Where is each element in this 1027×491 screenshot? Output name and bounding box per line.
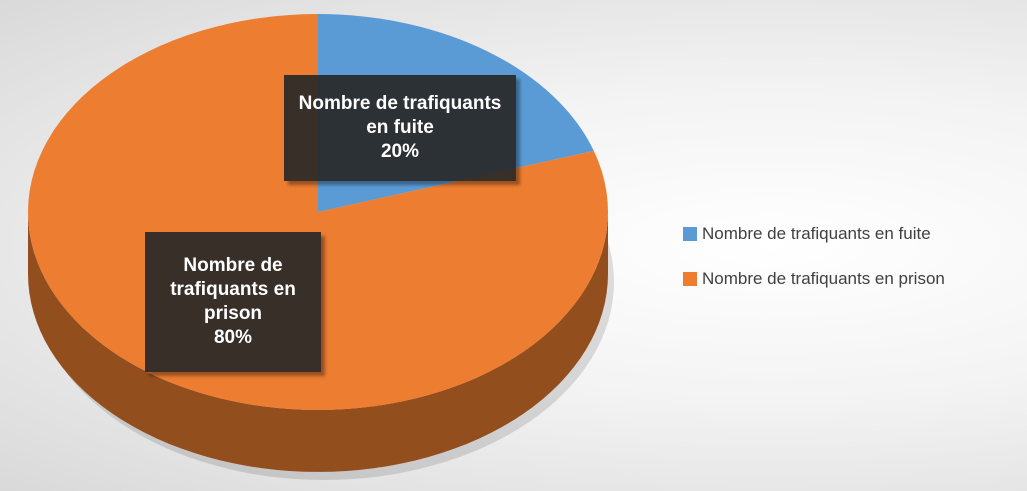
legend-label: Nombre de trafiquants en fuite <box>702 224 931 243</box>
slice-side <box>28 212 608 472</box>
legend-swatch <box>683 272 697 286</box>
data-label-category: Nombre de trafiquants en fuite <box>298 93 502 138</box>
data-label-value: 80% <box>213 327 253 348</box>
data-label: Nombre de trafiquants en fuite 20% <box>284 75 516 181</box>
data-label-value: 20% <box>380 141 420 162</box>
data-label: Nombre de trafiquants en prison 80% <box>145 232 321 372</box>
legend-entry: Nombre de trafiquants en prison <box>683 269 945 289</box>
data-label-category: Nombre de trafiquants en prison <box>170 255 296 324</box>
legend-swatch <box>683 227 697 241</box>
legend-label: Nombre de trafiquants en prison <box>702 269 945 288</box>
legend-entry: Nombre de trafiquants en fuite <box>683 224 931 244</box>
